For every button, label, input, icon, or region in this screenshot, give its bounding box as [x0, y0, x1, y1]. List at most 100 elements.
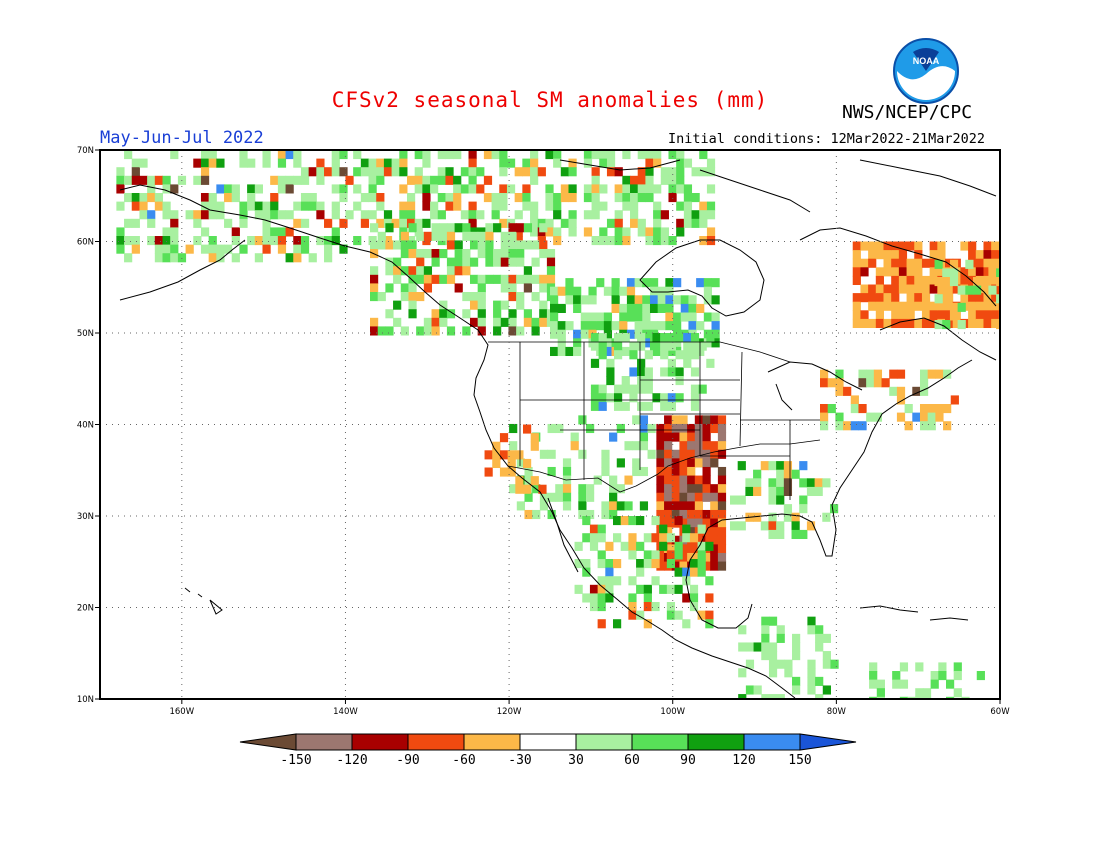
anomaly-cell	[647, 449, 656, 459]
anomaly-cell	[673, 338, 682, 348]
anomaly-cell	[545, 201, 554, 211]
anomaly-cell	[983, 318, 992, 329]
anomaly-cell	[896, 369, 906, 379]
anomaly-cell	[906, 310, 915, 320]
anomaly-cell	[370, 283, 379, 293]
anomaly-cell	[591, 201, 600, 211]
anomaly-cell	[937, 310, 946, 320]
anomaly-cell	[208, 236, 217, 246]
anomaly-cell	[667, 393, 677, 403]
anomaly-cell	[968, 241, 977, 251]
anomaly-cell	[671, 449, 680, 459]
anomaly-cell	[588, 295, 597, 305]
anomaly-cell	[324, 218, 333, 228]
legend-swatch	[519, 733, 577, 751]
anomaly-cell	[702, 561, 711, 571]
anomaly-cell	[493, 223, 502, 233]
anomaly-cell	[626, 312, 636, 322]
anomaly-cell	[694, 535, 704, 545]
lon-tick-label: 80W	[827, 707, 847, 717]
anomaly-cell	[656, 449, 665, 459]
anomaly-cell	[687, 501, 696, 511]
anomaly-cell	[699, 210, 708, 220]
anomaly-cell	[353, 167, 362, 177]
anomaly-cell	[460, 167, 470, 177]
anomaly-cell	[632, 458, 641, 468]
anomaly-cell	[717, 449, 727, 459]
anomaly-cell	[162, 210, 171, 220]
anomaly-cell	[611, 321, 620, 331]
anomaly-cell	[822, 512, 831, 522]
anomaly-cell	[659, 524, 668, 534]
lat-tick-label: 70N	[77, 146, 94, 156]
anomaly-cell	[530, 433, 539, 443]
anomaly-cell	[596, 312, 605, 322]
anomaly-cell	[611, 295, 620, 305]
anomaly-cell	[613, 516, 622, 526]
anomaly-cell	[353, 184, 362, 194]
anomaly-cell	[645, 236, 654, 246]
anomaly-cell	[919, 386, 929, 396]
anomaly-cell	[514, 210, 523, 220]
anomaly-cell	[690, 367, 700, 377]
anomaly-cell	[676, 175, 685, 185]
anomaly-cell	[850, 395, 859, 405]
anomaly-cell	[598, 350, 607, 360]
anomaly-cell	[783, 478, 793, 488]
anomaly-cell	[601, 501, 610, 511]
anomaly-cell	[193, 210, 202, 220]
anomaly-cell	[645, 167, 654, 177]
anomaly-cell	[898, 310, 908, 320]
anomaly-cell	[453, 193, 462, 203]
anomaly-cell	[539, 223, 548, 233]
anomaly-cell	[630, 184, 639, 194]
anomaly-cell	[224, 244, 233, 254]
anomaly-cell	[485, 240, 494, 250]
anomaly-cell	[239, 158, 248, 168]
anomaly-cell	[860, 267, 869, 277]
anomaly-cell	[835, 369, 844, 379]
anomaly-cell	[891, 284, 900, 294]
anomaly-cell	[674, 550, 683, 560]
anomaly-cell	[792, 685, 801, 695]
anomaly-cell	[605, 593, 614, 603]
anomaly-cell	[644, 384, 653, 394]
anomaly-cell	[614, 218, 623, 228]
anomaly-cell	[850, 421, 859, 431]
anomaly-cell	[553, 201, 562, 211]
anomaly-cell	[499, 201, 508, 211]
anomaly-cell	[613, 333, 623, 343]
legend-swatch	[631, 733, 689, 751]
anomaly-cell	[583, 150, 593, 160]
anomaly-cell	[500, 300, 509, 310]
anomaly-cell	[687, 432, 696, 442]
anomaly-cell	[991, 241, 1000, 251]
anomaly-cell	[393, 266, 402, 276]
period-label: May-Jun-Jul 2022	[100, 128, 264, 148]
anomaly-cell	[694, 432, 704, 442]
anomaly-cell	[530, 227, 539, 237]
anomaly-cell	[636, 541, 645, 551]
anomaly-cell	[891, 250, 900, 260]
anomaly-cell	[516, 257, 525, 267]
anomaly-cell	[671, 509, 680, 520]
anomaly-cell	[147, 193, 156, 203]
anomaly-cell	[657, 321, 666, 331]
anomaly-cell	[277, 244, 287, 254]
anomaly-cell	[606, 367, 615, 377]
anomaly-cell	[674, 567, 683, 577]
anomaly-cell	[676, 150, 685, 160]
anomaly-cell	[539, 449, 549, 459]
anomaly-cell	[408, 240, 417, 250]
anomaly-cell	[649, 295, 659, 305]
anomaly-cell	[671, 475, 680, 485]
anomaly-cell	[500, 240, 509, 250]
anomaly-cell	[687, 484, 696, 494]
anomaly-cell	[499, 167, 508, 177]
anomaly-cell	[666, 584, 676, 594]
anomaly-cell	[590, 384, 600, 394]
anomaly-cell	[614, 210, 623, 220]
anomaly-cell	[665, 346, 674, 357]
anomaly-cell	[445, 175, 454, 185]
legend-arrow-high	[799, 733, 857, 751]
